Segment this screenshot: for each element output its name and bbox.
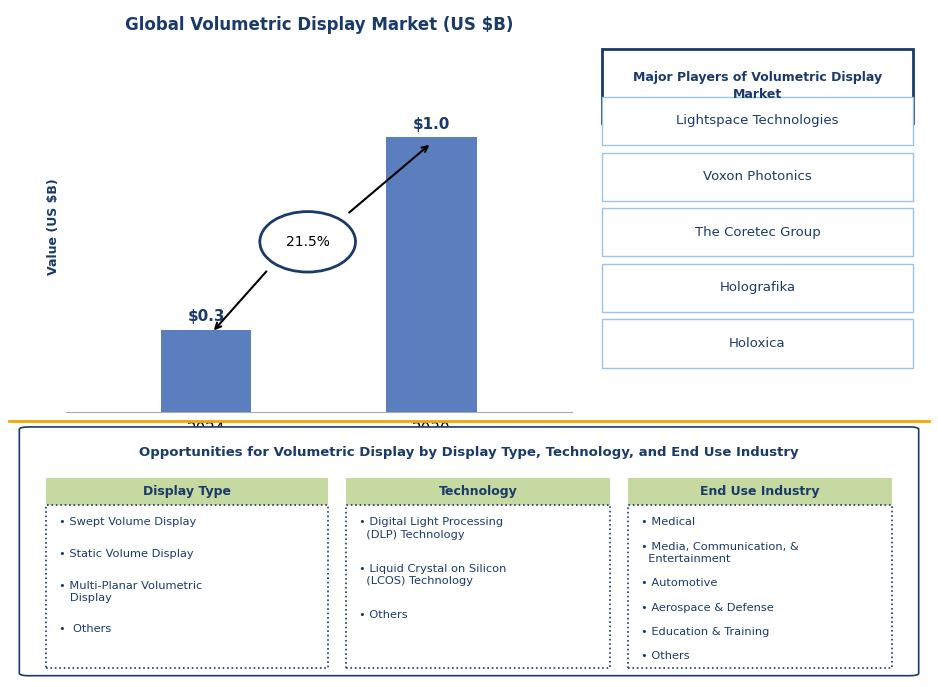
Text: Voxon Photonics: Voxon Photonics xyxy=(704,170,811,183)
Title: Global Volumetric Display Market (US $B): Global Volumetric Display Market (US $B) xyxy=(125,16,513,34)
FancyBboxPatch shape xyxy=(46,478,328,505)
Text: Major Players of Volumetric Display
Market: Major Players of Volumetric Display Mark… xyxy=(633,71,882,101)
Text: End Use Industry: End Use Industry xyxy=(701,485,820,498)
Text: Opportunities for Volumetric Display by Display Type, Technology, and End Use In: Opportunities for Volumetric Display by … xyxy=(139,447,799,460)
FancyBboxPatch shape xyxy=(602,153,913,201)
FancyBboxPatch shape xyxy=(602,208,913,256)
Text: • Aerospace & Defense: • Aerospace & Defense xyxy=(641,602,774,613)
FancyBboxPatch shape xyxy=(20,427,918,676)
Text: Technology: Technology xyxy=(438,485,517,498)
Y-axis label: Value (US $B): Value (US $B) xyxy=(47,179,60,275)
Text: $1.0: $1.0 xyxy=(413,117,450,132)
Text: • Automotive: • Automotive xyxy=(641,578,718,588)
Text: Holografika: Holografika xyxy=(719,282,795,295)
Text: • Digital Light Processing
  (DLP) Technology: • Digital Light Processing (DLP) Technol… xyxy=(358,517,503,540)
Text: Display Type: Display Type xyxy=(143,485,231,498)
FancyBboxPatch shape xyxy=(602,264,913,312)
Text: Holoxica: Holoxica xyxy=(729,337,786,350)
Text: •  Others: • Others xyxy=(59,624,112,635)
Bar xyxy=(161,330,251,412)
Text: 21.5%: 21.5% xyxy=(286,235,329,249)
FancyBboxPatch shape xyxy=(602,97,913,145)
FancyBboxPatch shape xyxy=(628,505,892,668)
Text: • Others: • Others xyxy=(358,610,407,620)
Text: • Others: • Others xyxy=(641,651,689,662)
Text: • Static Volume Display: • Static Volume Display xyxy=(59,549,193,559)
Text: The Coretec Group: The Coretec Group xyxy=(694,226,821,239)
Text: Lightspace Technologies: Lightspace Technologies xyxy=(676,115,839,128)
Text: • Education & Training: • Education & Training xyxy=(641,627,769,637)
Text: Source: Lucintel: Source: Lucintel xyxy=(459,444,572,457)
FancyBboxPatch shape xyxy=(628,478,892,505)
Text: • Swept Volume Display: • Swept Volume Display xyxy=(59,517,196,527)
Text: • Medical: • Medical xyxy=(641,517,695,527)
FancyBboxPatch shape xyxy=(46,505,328,668)
Bar xyxy=(386,137,477,412)
Text: $0.3: $0.3 xyxy=(188,309,225,324)
Text: • Liquid Crystal on Silicon
  (LCOS) Technology: • Liquid Crystal on Silicon (LCOS) Techn… xyxy=(358,563,507,586)
FancyBboxPatch shape xyxy=(602,49,913,123)
Text: • Multi-Planar Volumetric
   Display: • Multi-Planar Volumetric Display xyxy=(59,581,203,603)
Text: • Media, Communication, &
  Entertainment: • Media, Communication, & Entertainment xyxy=(641,541,798,564)
FancyBboxPatch shape xyxy=(345,478,610,505)
FancyBboxPatch shape xyxy=(602,319,913,368)
FancyBboxPatch shape xyxy=(345,505,610,668)
